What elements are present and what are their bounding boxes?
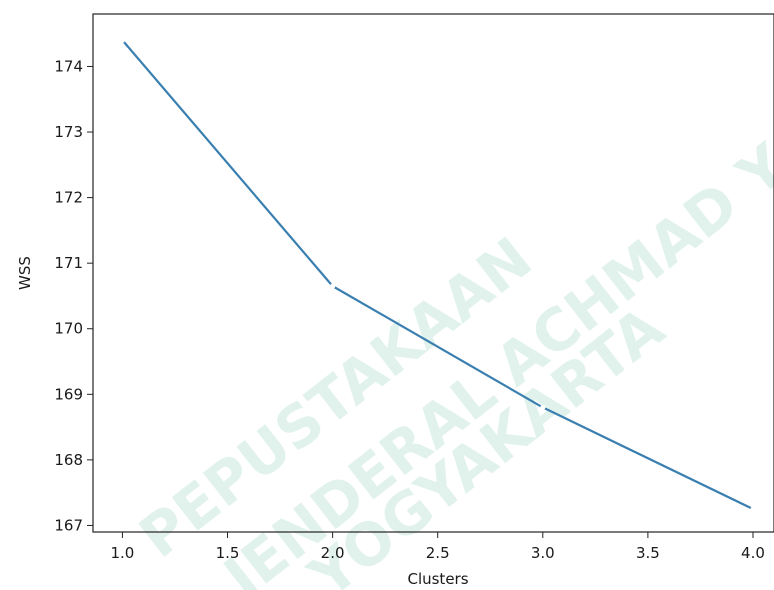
y-tick-label: 167 — [54, 516, 83, 534]
y-tick-label: 171 — [54, 254, 83, 272]
x-axis-ticks: 1.0 1.5 2.0 2.5 3.0 3.5 4.0 — [110, 532, 765, 562]
plot-area-frame — [92, 13, 774, 533]
x-tick-label: 3.5 — [636, 544, 660, 562]
x-tick-label: 1.0 — [110, 544, 134, 562]
x-tick-label: 2.0 — [321, 544, 345, 562]
x-tick-label: 1.5 — [216, 544, 240, 562]
series-layer — [119, 37, 756, 512]
data-point — [540, 404, 546, 411]
y-tick-label: 174 — [54, 57, 83, 75]
x-tick-label: 4.0 — [741, 544, 765, 562]
series-line — [121, 39, 754, 511]
y-tick-label: 170 — [54, 320, 83, 338]
watermark-line-3: YOGYAKARTA — [296, 293, 677, 590]
data-point — [330, 283, 336, 289]
data-point — [119, 37, 126, 43]
y-tick-label: 169 — [54, 385, 83, 403]
y-tick-label: 172 — [54, 189, 83, 207]
y-axis-label: WSS — [16, 256, 34, 290]
y-tick-label: 168 — [54, 451, 83, 469]
y-tick-label: 173 — [54, 123, 83, 141]
x-tick-label: 3.0 — [531, 544, 555, 562]
y-axis-ticks: 167 168 169 170 171 172 173 174 — [54, 57, 93, 534]
watermark-line-2: JENDERAL ACHMAD YANI — [209, 63, 774, 590]
x-tick-label: 2.5 — [426, 544, 450, 562]
watermark: PEPUSTAKAAN JENDERAL ACHMAD YANI YOGYAKA… — [127, 63, 774, 590]
x-axis-label: Clusters — [407, 570, 468, 588]
data-point — [750, 506, 756, 512]
